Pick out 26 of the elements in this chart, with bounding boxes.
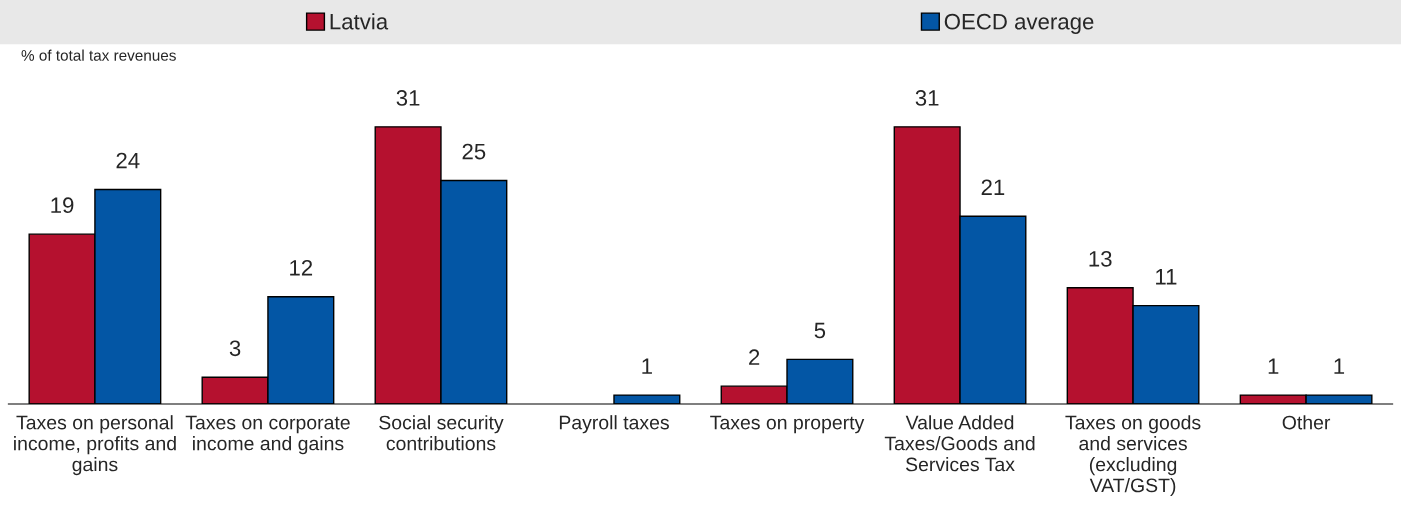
- data-label: 13: [1089, 251, 1112, 267]
- x-tick-label: Taxes on goods and services (excluding VAT/GST): [1065, 415, 1201, 497]
- legend-label: Latvia: [330, 13, 389, 30]
- data-label: 1: [642, 358, 652, 374]
- x-tick-label: Payroll taxes: [559, 415, 669, 434]
- y-axis-title: % of total tax revenues: [21, 49, 176, 61]
- x-tick-label: Taxes on property: [710, 415, 865, 434]
- x-tick-label: Social security contributions: [379, 415, 504, 451]
- data-label: 24: [116, 152, 140, 169]
- x-tick-label: Value Added Taxes/Goods and Services Tax: [884, 415, 1035, 472]
- data-label: 1: [1268, 358, 1279, 374]
- data-label: 31: [396, 90, 420, 106]
- data-label: 11: [1156, 269, 1177, 285]
- data-label: 12: [290, 259, 313, 276]
- data-label: 21: [981, 179, 1005, 195]
- x-tick-label: Taxes on personal income, profits and gains: [14, 415, 176, 476]
- data-label: 2: [749, 349, 760, 365]
- data-label: 5: [814, 322, 826, 339]
- x-tick-label: Taxes on corporate income and gains: [185, 415, 350, 455]
- legend-label: OECD average: [944, 13, 1094, 34]
- data-label: 19: [51, 197, 74, 214]
- x-tick-label: Other: [1282, 415, 1331, 430]
- data-label: 3: [229, 340, 241, 357]
- data-label: 31: [915, 90, 939, 106]
- data-label: 25: [462, 143, 486, 160]
- data-label: 1: [1334, 358, 1345, 374]
